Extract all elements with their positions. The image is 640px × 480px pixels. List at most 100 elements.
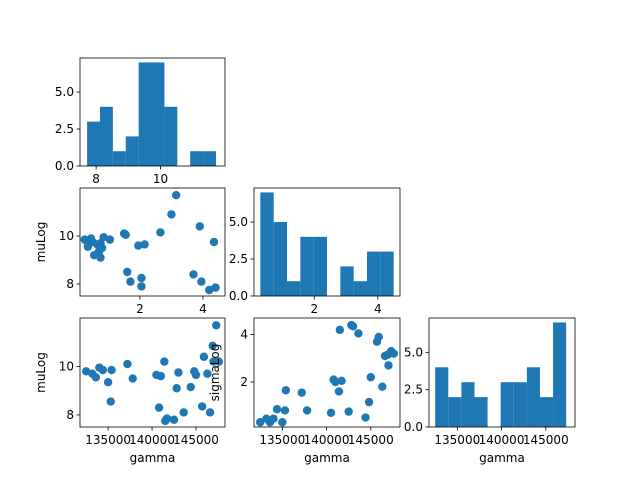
bar: [500, 382, 514, 427]
bar: [461, 382, 475, 427]
bar: [300, 236, 314, 296]
bar: [164, 106, 178, 166]
scatter-point: [121, 230, 130, 239]
y-tick-label: 2.5: [404, 383, 423, 397]
scatter-point: [96, 253, 105, 262]
bar: [112, 151, 126, 166]
scatter-point: [278, 418, 287, 427]
scatter-point: [98, 365, 108, 375]
bar: [539, 397, 554, 427]
scatter-point: [280, 406, 290, 415]
y-tick-label: 8: [66, 408, 74, 422]
bar: [513, 382, 527, 427]
scatter-point: [106, 397, 115, 406]
y-tick-label: 0.0: [404, 420, 423, 434]
scatter-point: [167, 210, 176, 219]
axes-frame: [79, 317, 226, 428]
scatter-point: [203, 369, 212, 378]
scatter-point: [189, 270, 198, 279]
scatter-point: [384, 361, 393, 370]
scatter-point: [389, 349, 399, 358]
scatter-point: [366, 373, 375, 382]
scatter-point: [91, 373, 101, 382]
y-axis-label: sigmaLog: [208, 344, 222, 402]
bar: [448, 397, 462, 427]
panel-hist-mulog: 8 10 0.0 2.5 5.0: [55, 57, 226, 186]
scatter-point: [197, 402, 207, 411]
scatter-point: [326, 408, 336, 417]
bar: [380, 251, 394, 296]
bar: [190, 151, 204, 166]
scatter-point: [134, 241, 143, 250]
scatter-point: [171, 191, 181, 200]
scatter-point: [186, 382, 195, 392]
bar: [138, 62, 152, 166]
bar: [313, 236, 327, 296]
scatter-point: [361, 413, 370, 422]
x-axis-label: gamma: [130, 451, 176, 465]
scatter-point: [378, 382, 387, 391]
scatter-point: [172, 384, 181, 393]
scatter-point: [156, 371, 166, 381]
bar: [273, 222, 288, 296]
scatter-point: [334, 387, 344, 396]
scatter-point: [99, 233, 108, 242]
scatter-point: [208, 341, 217, 351]
scatter-point: [137, 273, 146, 283]
scatter-point: [199, 352, 209, 361]
bar: [99, 106, 113, 166]
axes-frame: [253, 317, 401, 428]
axes-frame: [79, 57, 226, 167]
x-tick-label: 10: [153, 172, 168, 186]
x-tick-label: 8: [92, 172, 100, 186]
bar: [366, 251, 381, 296]
scatter-point: [344, 407, 353, 416]
x-tick-label: 140000: [129, 433, 175, 447]
x-tick-label: 140000: [304, 433, 350, 447]
scatter-point: [255, 418, 265, 427]
x-tick-label: 2: [310, 302, 318, 316]
scatter-gamma-mulog-marks: [81, 321, 224, 426]
panel-scatter-sigmalog-mulog: 2 4 8 10 muLog: [34, 187, 226, 316]
scatter-point: [140, 240, 149, 249]
y-axis-label: muLog: [34, 352, 48, 393]
bar: [435, 367, 449, 427]
scatter-gamma-sigmalog-marks: [255, 320, 399, 427]
axes-frame: [428, 317, 576, 428]
y-tick-label: 0.0: [229, 289, 248, 303]
hist-mulog-marks: [87, 62, 216, 166]
scatter-point: [137, 282, 146, 291]
scatter-point: [348, 322, 358, 331]
scatter-point: [156, 228, 165, 237]
scatter-point: [205, 285, 214, 295]
x-tick-label: 135000: [85, 433, 131, 447]
y-axis-label: muLog: [34, 222, 48, 263]
x-tick-label: 135000: [259, 433, 305, 447]
x-tick-label: 135000: [434, 433, 480, 447]
scatter-point: [169, 415, 179, 424]
y-tick-label: 5.0: [229, 215, 248, 229]
scatter-point: [214, 357, 224, 366]
x-axis-label: gamma: [479, 451, 525, 465]
scatter-point: [123, 267, 132, 277]
scatter-point: [364, 397, 374, 407]
scatter-point: [269, 414, 278, 423]
y-tick-label: 2.5: [55, 122, 74, 136]
scatter-point: [209, 237, 219, 247]
bar: [151, 62, 165, 166]
x-tick-label: 140000: [479, 433, 525, 447]
scatter-point: [211, 283, 220, 292]
y-tick-label: 5.0: [55, 85, 74, 99]
x-tick-label: 4: [374, 302, 382, 316]
y-tick-label: 10: [59, 229, 74, 243]
bar: [203, 151, 216, 166]
hist-gamma-marks: [435, 322, 567, 427]
scatter-point: [302, 406, 312, 415]
scatter-point: [212, 321, 221, 330]
scatter-point: [97, 243, 107, 253]
scatter-point: [272, 405, 282, 414]
